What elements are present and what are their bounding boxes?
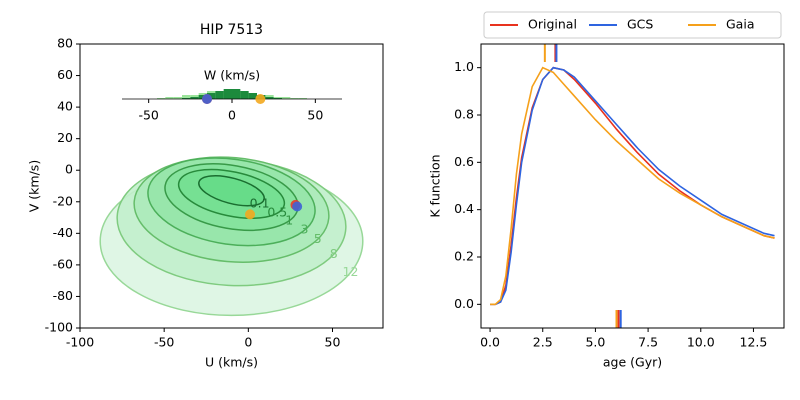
- inset-tick-label: 0: [228, 108, 236, 123]
- y-tick-label: 20: [57, 130, 73, 145]
- legend-label: Gaia: [726, 17, 754, 32]
- legend-box: [483, 11, 782, 39]
- histogram-bar: [282, 97, 291, 99]
- histogram-bar: [232, 89, 241, 99]
- histogram-bar: [207, 93, 216, 99]
- x-axis-label: age (Gyr): [603, 355, 662, 370]
- contour-label: 3: [301, 222, 309, 237]
- inset-point: [202, 94, 212, 104]
- histogram-bar: [165, 97, 174, 99]
- y-tick-label: 0.6: [454, 154, 474, 169]
- histogram-bar: [182, 98, 191, 99]
- histogram-bar: [298, 98, 307, 99]
- x-tick-label: 10.0: [687, 335, 715, 350]
- y-tick-label: -60: [53, 256, 73, 271]
- histogram-bar: [273, 98, 282, 99]
- point: [245, 209, 256, 220]
- y-axis-label: K function: [428, 154, 443, 217]
- contour-label: 5: [314, 231, 322, 246]
- y-tick-label: 0: [65, 162, 73, 177]
- y-axis-label: V (km/s): [27, 160, 42, 212]
- inset-tick-label: -50: [138, 108, 158, 123]
- x-tick-label: 7.5: [638, 335, 658, 350]
- contour-label: 12: [343, 264, 359, 279]
- x-tick-label: 0: [244, 335, 252, 350]
- inset-tick-label: 50: [307, 108, 323, 123]
- point: [292, 201, 303, 212]
- y-tick-label: -40: [53, 225, 73, 240]
- contour-label: 0.5: [267, 205, 287, 220]
- legend-label: GCS: [627, 17, 653, 32]
- histogram-bar: [182, 95, 191, 99]
- y-tick-label: 0.8: [454, 107, 474, 122]
- x-tick-label: 2.5: [533, 335, 553, 350]
- x-tick-label: 12.5: [740, 335, 768, 350]
- y-tick-label: 0.4: [454, 201, 474, 216]
- y-tick-label: 60: [57, 67, 73, 82]
- x-axis-label: U (km/s): [205, 355, 258, 370]
- inset-point: [255, 94, 266, 104]
- histogram-bar: [215, 91, 224, 99]
- y-tick-label: 80: [57, 36, 73, 51]
- contour-label: 1: [285, 212, 293, 227]
- y-tick-label: 0.0: [454, 296, 474, 311]
- contour-label: 8: [330, 246, 338, 261]
- axes-frame: [480, 43, 785, 329]
- histogram-bar: [157, 98, 166, 99]
- line: [490, 66, 775, 306]
- histogram-bar: [248, 93, 257, 99]
- y-tick-label: -100: [45, 320, 73, 335]
- line: [490, 66, 775, 306]
- inset-title: W (km/s): [204, 68, 260, 83]
- y-tick-label: -20: [53, 193, 73, 208]
- contour: [198, 174, 265, 207]
- axes-frame: [79, 43, 384, 329]
- chart-title: HIP 7513: [200, 22, 263, 38]
- histogram-bar: [290, 98, 299, 99]
- x-tick-label: -50: [154, 335, 174, 350]
- histogram-bar: [240, 91, 249, 99]
- y-tick-label: 0.2: [454, 249, 474, 264]
- y-tick-label: 40: [57, 99, 73, 114]
- x-tick-label: 5.0: [585, 335, 605, 350]
- contour-label: 0.1: [250, 195, 270, 210]
- histogram-bar: [265, 97, 274, 99]
- y-tick-label: -80: [53, 288, 73, 303]
- histogram-bar: [173, 97, 182, 99]
- y-tick-label: 1.0: [454, 59, 474, 74]
- histogram-bar: [223, 89, 232, 99]
- x-tick-label: 50: [325, 335, 341, 350]
- x-tick-label: 0.0: [480, 335, 500, 350]
- legend-label: Original: [528, 17, 577, 32]
- lines: [490, 66, 775, 306]
- x-tick-label: -100: [66, 335, 94, 350]
- histogram-bar: [190, 97, 199, 99]
